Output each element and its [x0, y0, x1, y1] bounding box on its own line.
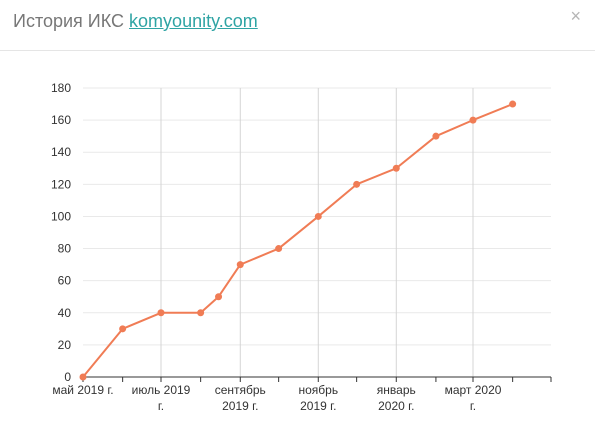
- data-point[interactable]: [469, 116, 477, 124]
- y-tick-label: 140: [51, 145, 71, 159]
- data-point[interactable]: [392, 164, 400, 172]
- data-point[interactable]: [275, 245, 283, 253]
- iks-history-chart: 0 20 40 60 80 100 120 140 160 180 май 2019 г. июль…: [51, 81, 552, 413]
- title-prefix: История ИКС: [13, 11, 125, 31]
- y-tick-label: 160: [51, 113, 71, 127]
- data-point[interactable]: [197, 309, 205, 317]
- y-tick-label: 20: [58, 338, 72, 352]
- x-tick-label: сентябрь: [215, 383, 266, 397]
- x-tick-label: 2019 г.: [300, 399, 336, 413]
- data-point[interactable]: [314, 212, 322, 220]
- grid-lines: [83, 87, 551, 377]
- y-tick-label: 60: [58, 274, 72, 288]
- x-axis: май 2019 г. июль 2019 г. сентябрь 2019 г. ноя…: [52, 376, 552, 413]
- y-tick-label: 0: [64, 370, 71, 384]
- y-tick-label: 80: [58, 242, 72, 256]
- x-tick-label: ноябрь: [298, 383, 338, 397]
- y-axis: 0 20 40 60 80 100 120 140 160 180: [51, 81, 71, 384]
- y-tick-label: 40: [58, 306, 72, 320]
- x-tick-label: май 2019 г.: [52, 383, 113, 397]
- series-line-group: [79, 100, 517, 381]
- data-point[interactable]: [509, 100, 517, 108]
- x-tick-label: июль 2019: [132, 383, 191, 397]
- data-point[interactable]: [236, 261, 244, 269]
- data-point[interactable]: [432, 132, 440, 140]
- data-point[interactable]: [79, 373, 87, 381]
- x-tick-label: г.: [470, 399, 476, 413]
- modal-header: История ИКС komyounity.com ×: [0, 0, 595, 51]
- y-tick-label: 120: [51, 177, 71, 191]
- data-point[interactable]: [215, 293, 223, 301]
- data-point[interactable]: [157, 309, 165, 317]
- x-tick-label: март 2020: [445, 383, 502, 397]
- x-tick-label: г.: [158, 399, 164, 413]
- y-tick-label: 100: [51, 209, 71, 223]
- site-link[interactable]: komyounity.com: [129, 11, 258, 31]
- series-line: [82, 103, 514, 378]
- close-icon[interactable]: ×: [570, 6, 581, 26]
- data-point[interactable]: [119, 325, 127, 333]
- x-tick-label: январь: [377, 383, 416, 397]
- y-tick-label: 180: [51, 81, 71, 95]
- x-tick-label: 2020 г.: [378, 399, 414, 413]
- data-point[interactable]: [353, 180, 361, 188]
- x-tick-label: 2019 г.: [222, 399, 258, 413]
- modal-title: История ИКС komyounity.com: [13, 11, 258, 32]
